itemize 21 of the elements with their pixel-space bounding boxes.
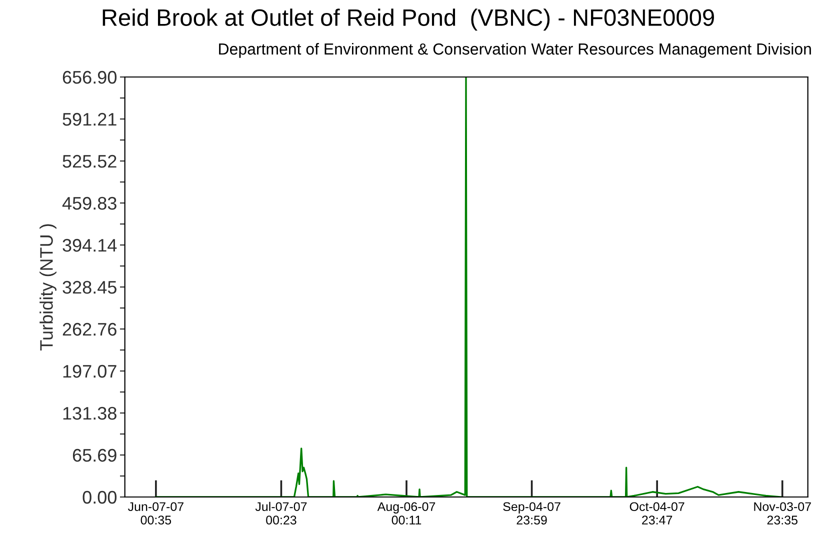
y-tick-label: 394.14 (62, 238, 117, 252)
y-tick-label: 525.52 (62, 154, 116, 168)
y-tick-label: 459.83 (62, 196, 116, 210)
y-tick-label: 328.45 (62, 280, 116, 294)
x-tick-label: Jun-07-07 00:35 (128, 502, 184, 525)
chart-subtitle: Department of Environment & Conservation Water Resources Management Division (219, 42, 811, 58)
x-tick-label: Sep-04-07 23:59 (503, 502, 560, 525)
y-tick-label: 65.69 (72, 448, 116, 462)
chart-title: Reid Brook at Outlet of Reid Pond (VBNC) - NF03NE0009 (102, 8, 714, 31)
x-tick-label: Aug-06-07 00:11 (377, 502, 436, 525)
line-series (155, 77, 782, 497)
y-tick-label: 262.76 (62, 322, 116, 336)
y-tick-label: 131.38 (63, 406, 116, 420)
y-axis-title: Turbidity (NTU ) (40, 224, 56, 350)
x-tick-label: Nov-03-07 23:35 (754, 502, 811, 525)
y-tick-label: 0.00 (82, 490, 117, 504)
y-tick-label: 591.21 (62, 112, 116, 126)
y-tick-label: 656.90 (62, 70, 117, 84)
x-tick-label: Oct-04-07 23:47 (630, 502, 684, 525)
y-tick-label: 197.07 (63, 364, 116, 378)
x-tick-label: Jul-07-07 00:23 (255, 502, 307, 525)
